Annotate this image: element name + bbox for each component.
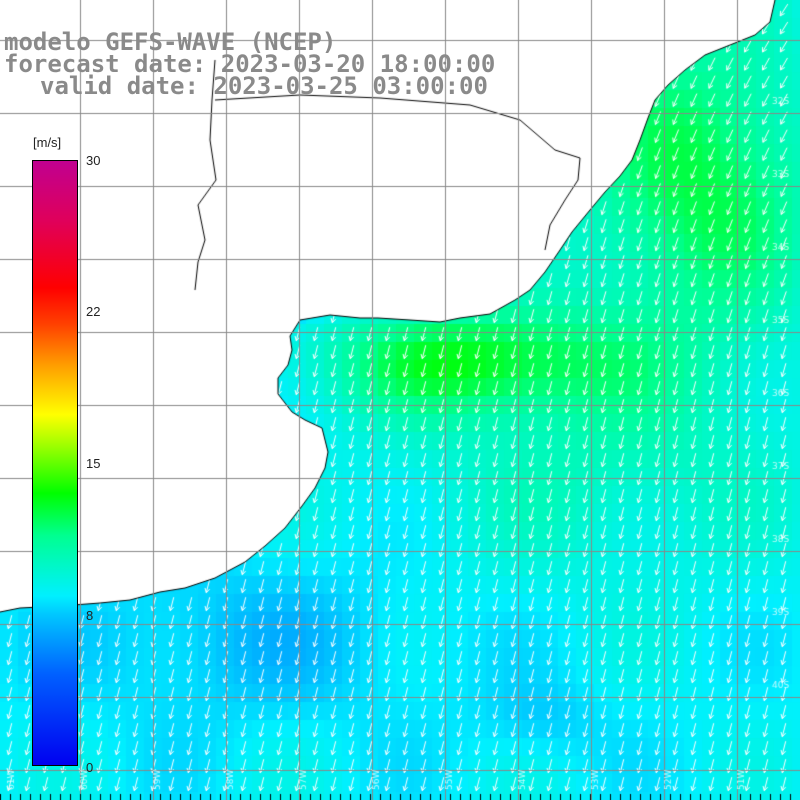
- colorbar-tick-30: 30: [86, 153, 101, 168]
- colorbar-tick-22: 22: [86, 304, 101, 319]
- colorbar-tick-8: 8: [86, 608, 94, 623]
- forecast-date: forecast date: 2023-03-20 18:00:00: [4, 50, 496, 78]
- colorbar-units: [m/s]: [33, 135, 62, 150]
- valid-date: valid date: 2023-03-25 03:00:00: [40, 72, 488, 100]
- colorbar-tick-0: 0: [86, 760, 94, 775]
- colorbar: [32, 160, 78, 766]
- model-title: modelo GEFS-WAVE (NCEP): [4, 28, 337, 56]
- colorbar-tick-15: 15: [86, 456, 101, 471]
